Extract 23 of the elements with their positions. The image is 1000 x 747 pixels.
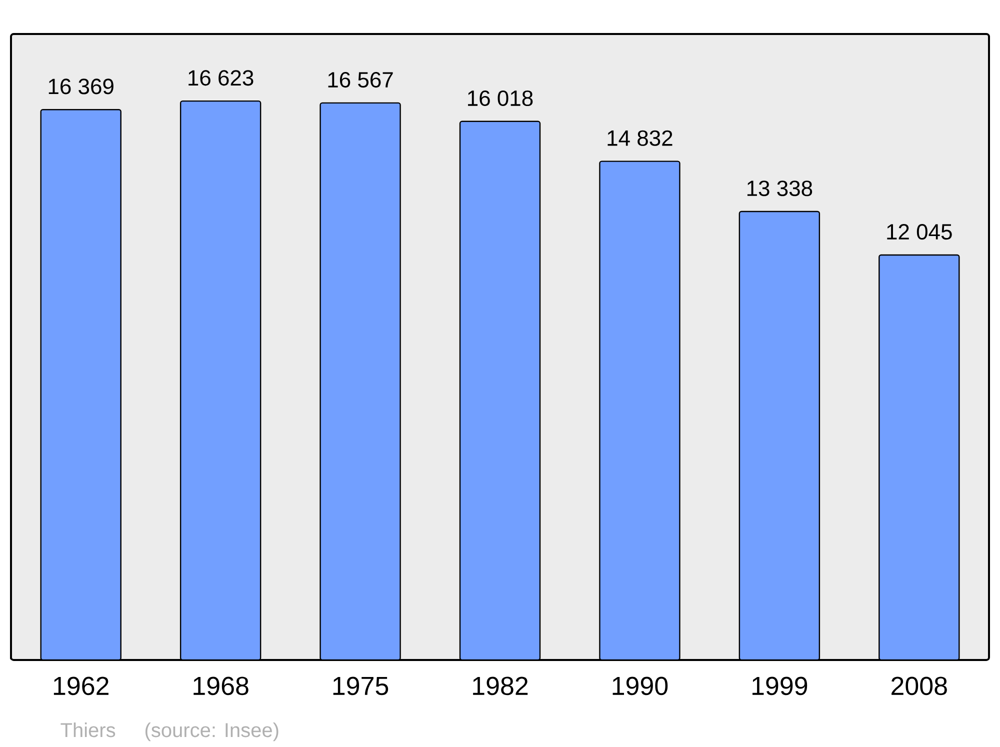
bar (320, 102, 401, 660)
data-label: 16 018 (468, 90, 533, 106)
bar (40, 109, 122, 660)
x-tick-label: 1990 (612, 676, 668, 696)
data-label: 16 567 (328, 72, 393, 88)
bar (599, 160, 680, 660)
bar (878, 254, 960, 660)
x-tick-label: 1999 (752, 676, 808, 696)
x-tick-label: 1975 (333, 676, 388, 696)
bar (738, 210, 820, 660)
data-label: 12 045 (887, 224, 952, 240)
data-label: 16 623 (188, 70, 254, 86)
data-label: 16 369 (48, 78, 114, 94)
text: Thiers (60, 722, 116, 738)
x-tick-label: 1962 (54, 676, 108, 696)
data-label: 14 832 (608, 130, 672, 146)
bar (180, 100, 262, 660)
text: (source: Insee) (146, 722, 278, 742)
data-label: 13 338 (747, 180, 812, 196)
x-tick-label: 2008 (892, 676, 947, 696)
x-tick-label: 1968 (194, 676, 248, 696)
bar (459, 120, 541, 660)
x-tick-label: 1982 (473, 676, 528, 696)
